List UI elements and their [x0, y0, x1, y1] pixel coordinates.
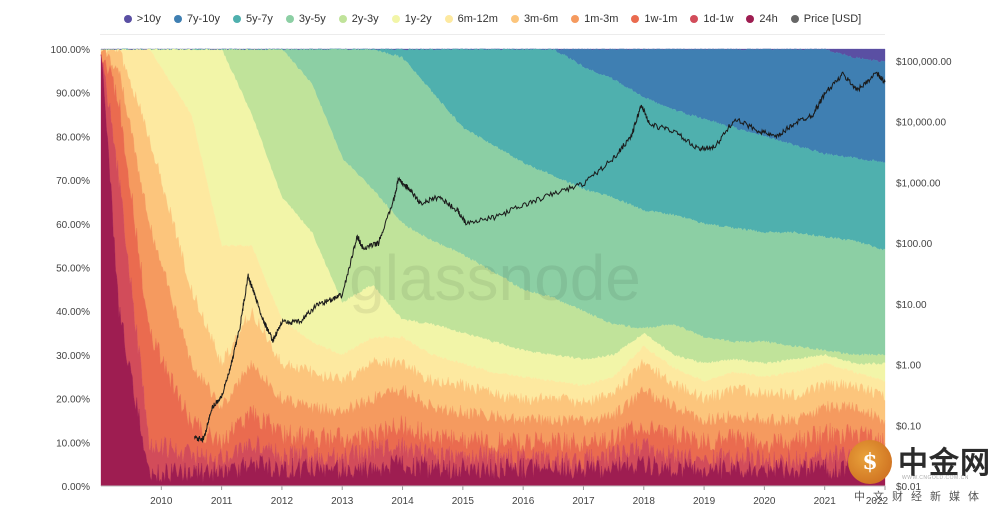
x-tick-label: 2017	[572, 496, 595, 507]
logo-subtitle: 中文财经新媒体	[854, 490, 987, 503]
legend-label: 1w-1m	[644, 13, 678, 25]
publisher-logo: $ 中金网 WWW.CNGOLD.COM.CN 中文财经新媒体	[848, 434, 1003, 510]
legend-swatch	[232, 15, 241, 23]
y-left-tick-label: 50.00%	[56, 264, 90, 275]
legend-swatch	[571, 15, 580, 23]
legend-swatch	[746, 15, 755, 23]
legend-label: 1m-3m	[584, 13, 619, 25]
y-left-tick-label: 30.00%	[56, 351, 90, 362]
x-tick-label: 2022	[866, 496, 889, 507]
legend-swatch	[510, 15, 519, 23]
y-axis-right: $100,000.00 $10,000.00 $1,000.00 $100.00 $10…	[896, 57, 952, 493]
stacked-areas	[100, 48, 886, 487]
legend-item[interactable]: 1w-1m	[631, 13, 677, 25]
y-right-tick-label: $100.00	[896, 239, 933, 250]
y-axis-left: 100.00% 90.00% 80.00% 70.00% 60.00% 50.00% 40.…	[51, 45, 91, 493]
y-right-tick-label: $1,000.00	[896, 178, 941, 189]
watermark: glassnode	[349, 242, 641, 314]
y-left-tick-label: 10.00%	[56, 438, 90, 449]
x-axis: 2010 2011 2012 2013 2014 2015 2016 2017 2018 2019…	[101, 485, 889, 507]
x-tick-label: 2012	[271, 496, 294, 507]
x-tick-label: 2019	[693, 496, 716, 507]
legend-swatch	[123, 15, 132, 23]
legend-item[interactable]: 1m-3m	[571, 13, 618, 25]
y-right-tick-label: $0.10	[896, 421, 921, 432]
legend: >10y 7y-10y 5y-7y 3y-5y 2y-3y 1y-2y 6m-12m 3m-6…	[100, 4, 885, 35]
y-right-tick-label: $10.00	[896, 300, 927, 311]
legend-swatch	[173, 15, 182, 23]
legend-label: 3m-6m	[523, 13, 559, 25]
x-tick-label: 2018	[633, 496, 656, 507]
legend-item[interactable]: 24h	[746, 13, 778, 25]
legend-swatch	[285, 15, 294, 23]
legend-item[interactable]: 3y-5y	[285, 13, 326, 25]
x-tick-label: 2014	[391, 496, 414, 507]
legend-item[interactable]: 2y-3y	[338, 13, 379, 25]
logo-url: WWW.CNGOLD.COM.CN	[902, 475, 969, 481]
y-left-tick-label: 40.00%	[56, 307, 90, 318]
x-tick-label: 2013	[331, 496, 354, 507]
y-left-tick-label: 60.00%	[56, 220, 90, 231]
x-tick-label: 2010	[150, 496, 173, 507]
legend-label: 3y-5y	[298, 13, 326, 25]
legend-label: 1y-2y	[404, 13, 432, 25]
legend-item[interactable]: 1y-2y	[391, 13, 432, 25]
x-tick-label: 2015	[452, 496, 475, 507]
y-right-tick-label: $0.01	[896, 482, 921, 493]
legend-swatch	[790, 15, 799, 23]
legend-label: 1d-1w	[703, 13, 734, 25]
legend-item[interactable]: 1d-1w	[690, 13, 733, 25]
legend-item[interactable]: >10y	[123, 13, 161, 25]
logo-emblem: $	[848, 440, 892, 484]
legend-item[interactable]: 5y-7y	[232, 13, 273, 25]
x-tick-label: 2016	[512, 496, 535, 507]
y-left-tick-label: 70.00%	[56, 176, 90, 187]
x-tick-label: 2021	[814, 496, 837, 507]
legend-item[interactable]: 7y-10y	[173, 13, 220, 25]
legend-label: 24h	[759, 13, 778, 25]
logo-main-text: 中金网	[898, 446, 991, 481]
legend-swatch	[338, 15, 347, 23]
legend-item[interactable]: 6m-12m	[444, 13, 498, 25]
legend-item[interactable]: 3m-6m	[510, 13, 559, 25]
y-left-tick-label: 80.00%	[56, 132, 90, 143]
y-left-tick-label: 90.00%	[56, 89, 90, 100]
legend-label: 2y-3y	[351, 13, 379, 25]
legend-swatch	[690, 15, 699, 23]
y-left-tick-label: 20.00%	[56, 395, 90, 406]
y-right-tick-label: $10,000.00	[896, 118, 946, 129]
x-tick-label: 2020	[753, 496, 776, 507]
legend-swatch	[444, 15, 453, 23]
legend-label: 7y-10y	[186, 13, 220, 25]
legend-swatch	[631, 15, 640, 23]
legend-swatch	[391, 15, 400, 23]
price-line	[194, 71, 886, 444]
y-right-tick-label: $100,000.00	[896, 57, 952, 68]
legend-label: Price [USD]	[803, 13, 862, 25]
legend-label: 6m-12m	[457, 13, 498, 25]
legend-label: >10y	[136, 13, 161, 25]
legend-label: 5y-7y	[245, 13, 273, 25]
legend-item[interactable]: Price [USD]	[790, 13, 862, 25]
y-right-tick-label: $1.00	[896, 361, 921, 372]
x-tick-label: 2011	[211, 496, 233, 507]
y-left-tick-label: 0.00%	[62, 482, 90, 493]
y-left-tick-label: 100.00%	[51, 45, 91, 56]
